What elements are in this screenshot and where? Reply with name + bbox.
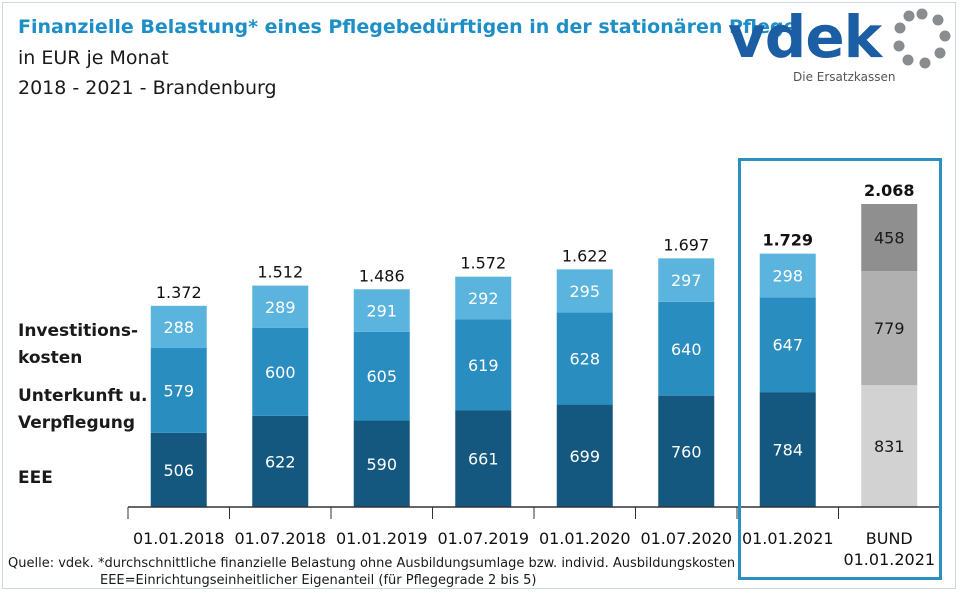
value-label-eee-01-01-2021: 784 bbox=[772, 441, 803, 460]
value-label-investition-01-07-2020: 297 bbox=[671, 271, 702, 290]
chart-subtitle-unit: in EUR je Monat bbox=[18, 47, 169, 69]
total-label-01-07-2020: 1.697 bbox=[663, 235, 709, 254]
vdek-logo: vdek bbox=[728, 3, 882, 71]
value-label-eee-bund-01-01-2021: 831 bbox=[874, 437, 905, 456]
value-label-eee-01-07-2018: 622 bbox=[265, 452, 296, 471]
bar-eee-01-07-2018 bbox=[252, 415, 309, 507]
legend-eee: EEE bbox=[18, 468, 53, 488]
total-label-01-07-2018: 1.512 bbox=[257, 263, 303, 282]
value-label-unterkunft-01-07-2019: 619 bbox=[468, 356, 499, 375]
bar-unterkunft-01-01-2019 bbox=[353, 331, 410, 421]
x-tick-label-01-01-2020: 01.01.2020 bbox=[539, 529, 631, 548]
bar-investition-01-01-2021 bbox=[759, 253, 816, 298]
value-label-unterkunft-01-01-2020: 628 bbox=[569, 350, 600, 369]
value-label-eee-01-07-2020: 760 bbox=[671, 442, 702, 461]
chart-subtitle-period: 2018 - 2021 - Brandenburg bbox=[18, 77, 277, 99]
value-label-investition-01-07-2019: 292 bbox=[468, 289, 499, 308]
footnote-source: Quelle: vdek. *durchschnittliche finanzi… bbox=[8, 556, 736, 571]
bar-eee-01-07-2019 bbox=[455, 410, 512, 507]
value-label-eee-01-01-2018: 506 bbox=[163, 461, 194, 480]
x-tick-label-01-07-2020: 01.07.2020 bbox=[640, 529, 732, 548]
value-label-unterkunft-01-01-2019: 605 bbox=[366, 367, 397, 386]
value-label-investition-01-01-2021: 298 bbox=[772, 267, 803, 286]
value-label-investition-bund-01-01-2021: 458 bbox=[874, 229, 905, 248]
total-label-01-01-2018: 1.372 bbox=[156, 283, 202, 302]
value-label-eee-01-07-2019: 661 bbox=[468, 450, 499, 469]
x-tick-label-bund-01-01-2021-0: BUND bbox=[866, 529, 913, 548]
value-label-investition-01-01-2019: 291 bbox=[366, 302, 397, 321]
bar-eee-01-01-2021 bbox=[759, 392, 816, 507]
value-label-investition-01-07-2018: 289 bbox=[265, 298, 296, 317]
x-tick-label-01-07-2019: 01.07.2019 bbox=[437, 529, 529, 548]
x-tick-label-bund-01-01-2021-1: 01.01.2021 bbox=[843, 550, 935, 569]
bar-investition-bund-01-01-2021 bbox=[861, 204, 918, 272]
x-tick-label-01-01-2021: 01.01.2021 bbox=[742, 529, 834, 548]
bar-eee-01-01-2018 bbox=[150, 432, 207, 507]
bar-eee-01-01-2019 bbox=[353, 420, 410, 507]
bar-unterkunft-01-01-2021 bbox=[759, 297, 816, 393]
bar-unterkunft-01-01-2020 bbox=[556, 312, 613, 405]
vdek-logo-ring-icon bbox=[893, 8, 951, 69]
bar-unterkunft-bund-01-01-2021 bbox=[861, 271, 918, 386]
vdek-logo-tagline: Die Ersatzkassen bbox=[793, 70, 896, 84]
bar-unterkunft-01-07-2018 bbox=[252, 327, 309, 416]
footnote-eee-definition: EEE=Einrichtungseinheitlicher Eigenantei… bbox=[100, 573, 537, 588]
total-label-01-01-2020: 1.622 bbox=[562, 246, 608, 265]
value-label-unterkunft-bund-01-01-2021: 779 bbox=[874, 319, 905, 338]
total-label-01-01-2021: 1.729 bbox=[762, 231, 813, 250]
bar-unterkunft-01-01-2018 bbox=[150, 348, 207, 433]
bar-eee-01-01-2020 bbox=[556, 404, 613, 507]
chart-title: Finanzielle Belastung* eines Pflegebedür… bbox=[18, 16, 797, 38]
bar-eee-bund-01-01-2021 bbox=[861, 385, 918, 507]
value-label-investition-01-01-2018: 288 bbox=[163, 318, 194, 337]
value-label-unterkunft-01-07-2018: 600 bbox=[265, 363, 296, 382]
value-label-unterkunft-01-01-2021: 647 bbox=[772, 336, 803, 355]
bar-investition-01-07-2019 bbox=[455, 276, 512, 320]
bar-unterkunft-01-07-2020 bbox=[658, 301, 715, 396]
total-label-01-07-2019: 1.572 bbox=[460, 254, 506, 273]
legend-investitionskosten: Investitions- kosten bbox=[18, 321, 139, 368]
bar-unterkunft-01-07-2019 bbox=[455, 319, 512, 411]
value-label-eee-01-01-2019: 590 bbox=[366, 455, 397, 474]
x-tick-label-01-01-2019: 01.01.2019 bbox=[336, 529, 428, 548]
value-label-investition-01-01-2020: 295 bbox=[569, 282, 600, 301]
total-label-01-01-2019: 1.486 bbox=[359, 266, 405, 285]
total-label-bund-01-01-2021: 2.068 bbox=[864, 181, 915, 200]
bar-investition-01-07-2018 bbox=[252, 285, 309, 328]
x-tick-label-01-01-2018: 01.01.2018 bbox=[133, 529, 225, 548]
bar-investition-01-01-2019 bbox=[353, 289, 410, 332]
legend-unterkunft-verpflegung: Unterkunft u. Verpflegung bbox=[18, 386, 148, 433]
value-label-eee-01-01-2020: 699 bbox=[569, 447, 600, 466]
value-label-unterkunft-01-07-2020: 640 bbox=[671, 340, 702, 359]
bar-investition-01-01-2018 bbox=[150, 305, 207, 349]
highlight-box-2021 bbox=[738, 158, 942, 580]
bar-investition-01-01-2020 bbox=[556, 269, 613, 313]
value-label-unterkunft-01-01-2018: 579 bbox=[163, 381, 194, 400]
bar-eee-01-07-2020 bbox=[658, 395, 715, 507]
x-tick-label-01-07-2018: 01.07.2018 bbox=[234, 529, 326, 548]
bar-investition-01-07-2020 bbox=[658, 258, 715, 302]
